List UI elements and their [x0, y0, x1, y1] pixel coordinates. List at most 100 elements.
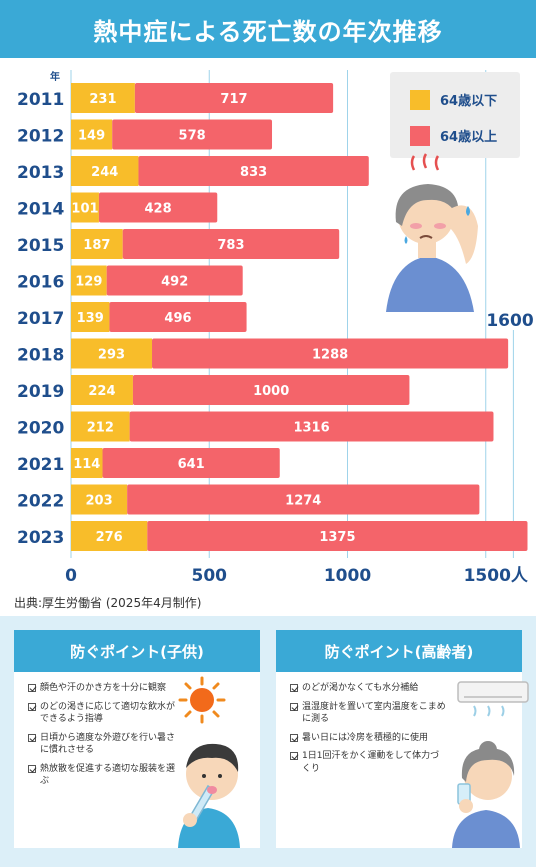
- checkbox-icon: [290, 684, 298, 692]
- year-label: 2020: [17, 419, 64, 439]
- data-label: 783: [217, 238, 244, 253]
- tip-item: 日頃から適度な外遊びを行い暑さに慣れさせる: [28, 732, 180, 757]
- checkbox-icon: [290, 733, 298, 742]
- tip-item: のどの渇きに応じて適切な飲水ができるよう指導: [28, 701, 180, 726]
- bar-segment: [71, 338, 153, 369]
- child-drinking-icon: [178, 743, 240, 848]
- data-label: 428: [145, 202, 172, 217]
- overheated-person-icon: [386, 153, 478, 312]
- data-label: 224: [88, 384, 115, 399]
- year-label: 2021: [17, 455, 64, 475]
- data-label: 1375: [319, 530, 355, 545]
- data-label: 114: [73, 457, 100, 472]
- year-label: 2011: [17, 90, 64, 110]
- data-label: 717: [220, 92, 247, 107]
- bar-segment: [122, 229, 340, 259]
- data-label: 139: [77, 311, 104, 326]
- panel-title: 防ぐポイント(高齢者): [276, 630, 522, 672]
- x-tick-label: 1000: [324, 566, 371, 586]
- bar-segment: [71, 83, 135, 113]
- data-label: 1288: [312, 348, 348, 363]
- bar-segment: [71, 302, 110, 332]
- data-label: 212: [87, 421, 114, 436]
- data-label: 1274: [285, 494, 321, 509]
- x-tick-label: 1500人: [464, 566, 529, 586]
- tip-item: 熱放散を促進する適切な服装を選ぶ: [28, 763, 180, 788]
- bar-segment: [71, 229, 123, 259]
- bar-segment: [98, 192, 218, 223]
- data-label: 496: [164, 311, 191, 326]
- title-bar: 熱中症による死亡数の年次推移: [0, 0, 536, 58]
- bar-segment: [147, 521, 528, 551]
- sun-icon: [178, 676, 226, 724]
- year-unit-label: 年: [50, 70, 60, 83]
- legend-swatch: [410, 90, 430, 110]
- bar-segment: [129, 411, 494, 442]
- year-label: 2017: [17, 309, 64, 329]
- legend-label: 64歳以下: [440, 93, 497, 109]
- bar-segment: [71, 448, 103, 478]
- year-label: 2016: [17, 273, 64, 293]
- legend-swatch: [410, 126, 430, 146]
- data-label: 187: [83, 238, 110, 253]
- data-label: 1000: [253, 384, 289, 399]
- year-label: 2023: [17, 528, 64, 548]
- data-label: 149: [78, 129, 105, 144]
- bar-segment: [134, 83, 334, 113]
- legend-label: 64歳以上: [440, 129, 497, 145]
- data-label: 293: [98, 348, 125, 363]
- checkbox-icon: [290, 702, 298, 711]
- bar-segment: [102, 448, 280, 478]
- bar-segment: [138, 156, 369, 186]
- bar-segment: [71, 411, 130, 442]
- data-label: 129: [75, 275, 102, 290]
- year-label: 2022: [17, 492, 64, 512]
- page-title: 熱中症による死亡数の年次推移: [93, 17, 443, 46]
- bar-segment: [109, 302, 247, 332]
- bar-segment: [112, 119, 273, 150]
- legend: [390, 72, 520, 158]
- year-label: 2019: [17, 382, 64, 402]
- checkbox-icon: [28, 764, 36, 773]
- elderly-drinking-icon: [452, 741, 520, 848]
- tip-item: 顔色や汗のかき方を十分に観察: [28, 682, 180, 695]
- year-label: 2018: [17, 346, 64, 366]
- bar-segment: [71, 119, 113, 150]
- checkbox-icon: [28, 684, 36, 692]
- bar-segment: [71, 521, 148, 551]
- bar-segment: [127, 484, 480, 515]
- data-label: 578: [179, 129, 206, 144]
- tip-item: のどが渇かなくても水分補給: [290, 682, 446, 695]
- source-note: 出典:厚生労働省 (2025年4月制作): [14, 596, 202, 610]
- bar-segment: [152, 338, 509, 369]
- data-label: 641: [178, 457, 205, 472]
- tip-item: 温湿度計を置いて室内温度をこまめに測る: [290, 701, 446, 726]
- tip-item: 1日1回汗をかく運動をして体力づくり: [290, 750, 446, 775]
- data-label: 231: [89, 92, 116, 107]
- year-label: 2013: [17, 163, 64, 183]
- data-label: 833: [240, 165, 267, 180]
- data-label: 1316: [293, 421, 329, 436]
- data-label: 101: [71, 202, 98, 217]
- checkbox-icon: [290, 752, 298, 760]
- year-label: 2012: [17, 127, 64, 147]
- annotation-label: 1600: [486, 311, 533, 331]
- bar-segment: [71, 156, 139, 186]
- bar-segment: [132, 375, 410, 405]
- tip-item: 暑い日には冷房を積極的に使用: [290, 732, 446, 745]
- data-label: 276: [96, 530, 123, 545]
- bar-segment: [71, 375, 133, 405]
- stacked-bar-chart: 年 2011 231 717 2012 149 578 2013 244 833 2014 101 42…: [0, 58, 536, 594]
- checkbox-icon: [28, 702, 36, 711]
- air-conditioner-icon: [457, 681, 529, 717]
- data-label: 492: [161, 275, 188, 290]
- data-label: 203: [85, 494, 112, 509]
- panel-title: 防ぐポイント(子供): [14, 630, 260, 672]
- bar-segment: [71, 192, 99, 223]
- bar-segment: [71, 265, 107, 296]
- year-label: 2015: [17, 236, 64, 256]
- x-tick-label: 500: [192, 566, 228, 586]
- bar-segment: [71, 484, 128, 515]
- x-tick-label: 0: [65, 566, 77, 586]
- data-label: 244: [91, 165, 118, 180]
